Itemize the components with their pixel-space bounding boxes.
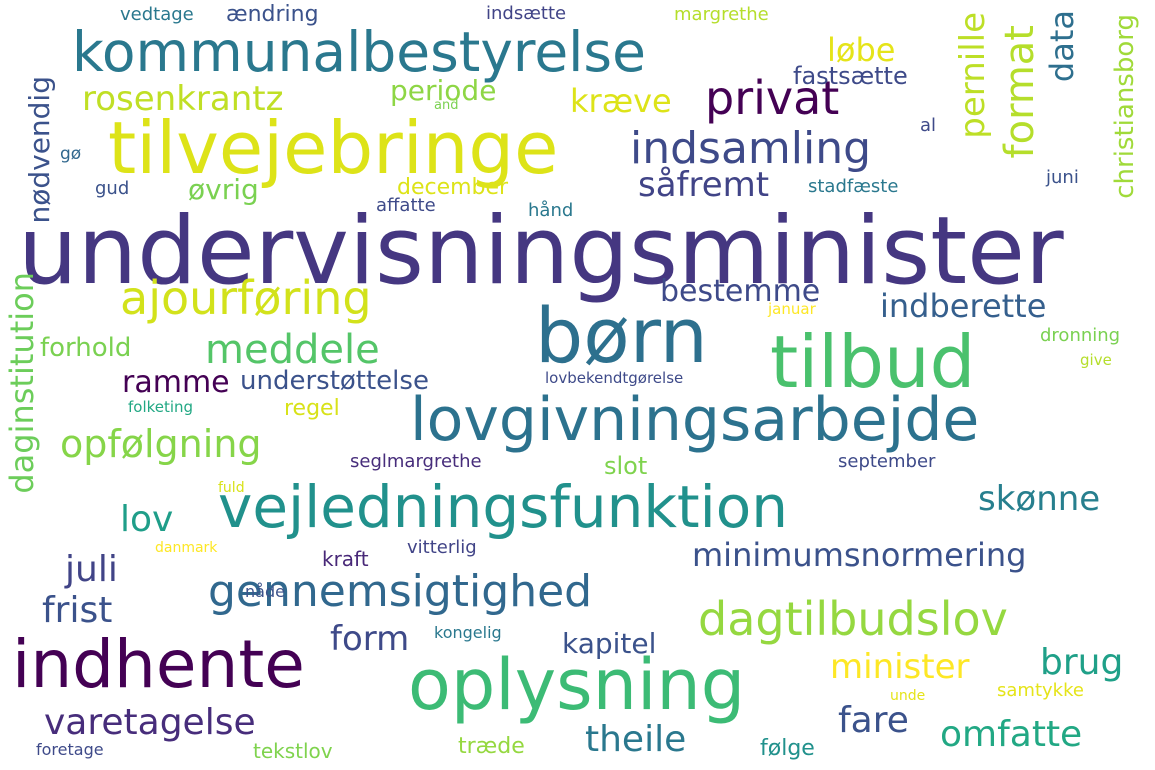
- word: danmark: [155, 540, 218, 556]
- word: kapitel: [562, 627, 657, 660]
- word: frist: [42, 590, 113, 631]
- word: nødvendig: [23, 76, 56, 224]
- word: omfatte: [940, 714, 1083, 755]
- word: format: [997, 25, 1043, 159]
- word: lov: [120, 499, 174, 540]
- word: december: [397, 175, 509, 200]
- word: fare: [838, 700, 909, 741]
- word: tilbud: [770, 320, 976, 404]
- word: forhold: [40, 333, 132, 363]
- word: kommunalbestyrelse: [72, 20, 646, 84]
- word: foretage: [36, 740, 104, 759]
- word: slot: [604, 452, 648, 480]
- word: kræve: [570, 82, 672, 120]
- word: oplysning: [408, 644, 746, 726]
- word: periode: [390, 74, 497, 107]
- word: al: [920, 115, 937, 136]
- word: nåde: [245, 582, 285, 601]
- word: minister: [830, 647, 970, 687]
- word: regel: [284, 396, 340, 421]
- word: privat: [705, 71, 840, 125]
- word: bestemme: [660, 274, 821, 309]
- word: januar: [768, 300, 816, 318]
- word: ajourføring: [120, 271, 372, 325]
- word: træde: [458, 734, 525, 759]
- word: varetagelse: [44, 702, 256, 743]
- word: såfremt: [638, 165, 770, 205]
- word: lovbekendtgørelse: [545, 369, 684, 387]
- word: undervisningsminister: [18, 197, 1064, 306]
- word: gennemsigtighed: [208, 566, 593, 617]
- word: vedtage: [120, 4, 194, 25]
- word: folketing: [128, 398, 194, 416]
- word: skønne: [978, 479, 1101, 519]
- word: indsætte: [486, 3, 567, 24]
- word: seglmargrethe: [350, 451, 482, 472]
- word: hånd: [528, 200, 574, 221]
- word: øvrig: [188, 173, 259, 206]
- word: fuld: [218, 480, 245, 496]
- word: brug: [1040, 642, 1124, 683]
- word: vitterlig: [407, 537, 477, 558]
- word: september: [838, 451, 936, 472]
- word: lovgivningsarbejde: [410, 385, 980, 455]
- word: opfølgning: [60, 422, 262, 466]
- word: gud: [95, 178, 130, 199]
- word: data: [1043, 10, 1081, 83]
- word: understøttelse: [240, 366, 429, 396]
- word: stadfæste: [808, 176, 899, 197]
- word: christiansborg: [1110, 14, 1140, 199]
- word: theile: [585, 719, 687, 760]
- word: kongelig: [434, 623, 502, 642]
- word: juni: [1046, 167, 1079, 188]
- word: kraft: [322, 547, 369, 571]
- word: meddele: [205, 327, 380, 373]
- word: tekstlov: [253, 739, 333, 763]
- word: ramme: [122, 365, 230, 400]
- word: samtykke: [997, 680, 1084, 701]
- word: indhente: [12, 626, 305, 703]
- word: unde: [890, 688, 926, 704]
- word: affatte: [376, 195, 436, 216]
- word: and: [434, 98, 459, 113]
- word: indberette: [880, 287, 1047, 325]
- word: juli: [65, 549, 118, 590]
- word: gø: [60, 144, 82, 164]
- word: dagtilbudslov: [698, 592, 1008, 646]
- word: fastsætte: [793, 62, 908, 90]
- word: indsamling: [630, 123, 872, 174]
- word: form: [330, 619, 410, 659]
- word: dronning: [1040, 325, 1121, 346]
- word: rosenkrantz: [82, 79, 284, 119]
- word: daginstitution: [3, 272, 41, 494]
- word: børn: [535, 291, 708, 380]
- word: give: [1080, 351, 1112, 369]
- word: ændring: [226, 2, 319, 27]
- word: tilvejebringe: [108, 106, 559, 190]
- word: margrethe: [674, 4, 769, 25]
- word: løbe: [827, 31, 896, 69]
- word: vejledningsfunktion: [218, 473, 789, 541]
- word: pernille: [953, 12, 993, 139]
- word: følge: [760, 736, 815, 761]
- word: minimumsnormering: [692, 536, 1027, 574]
